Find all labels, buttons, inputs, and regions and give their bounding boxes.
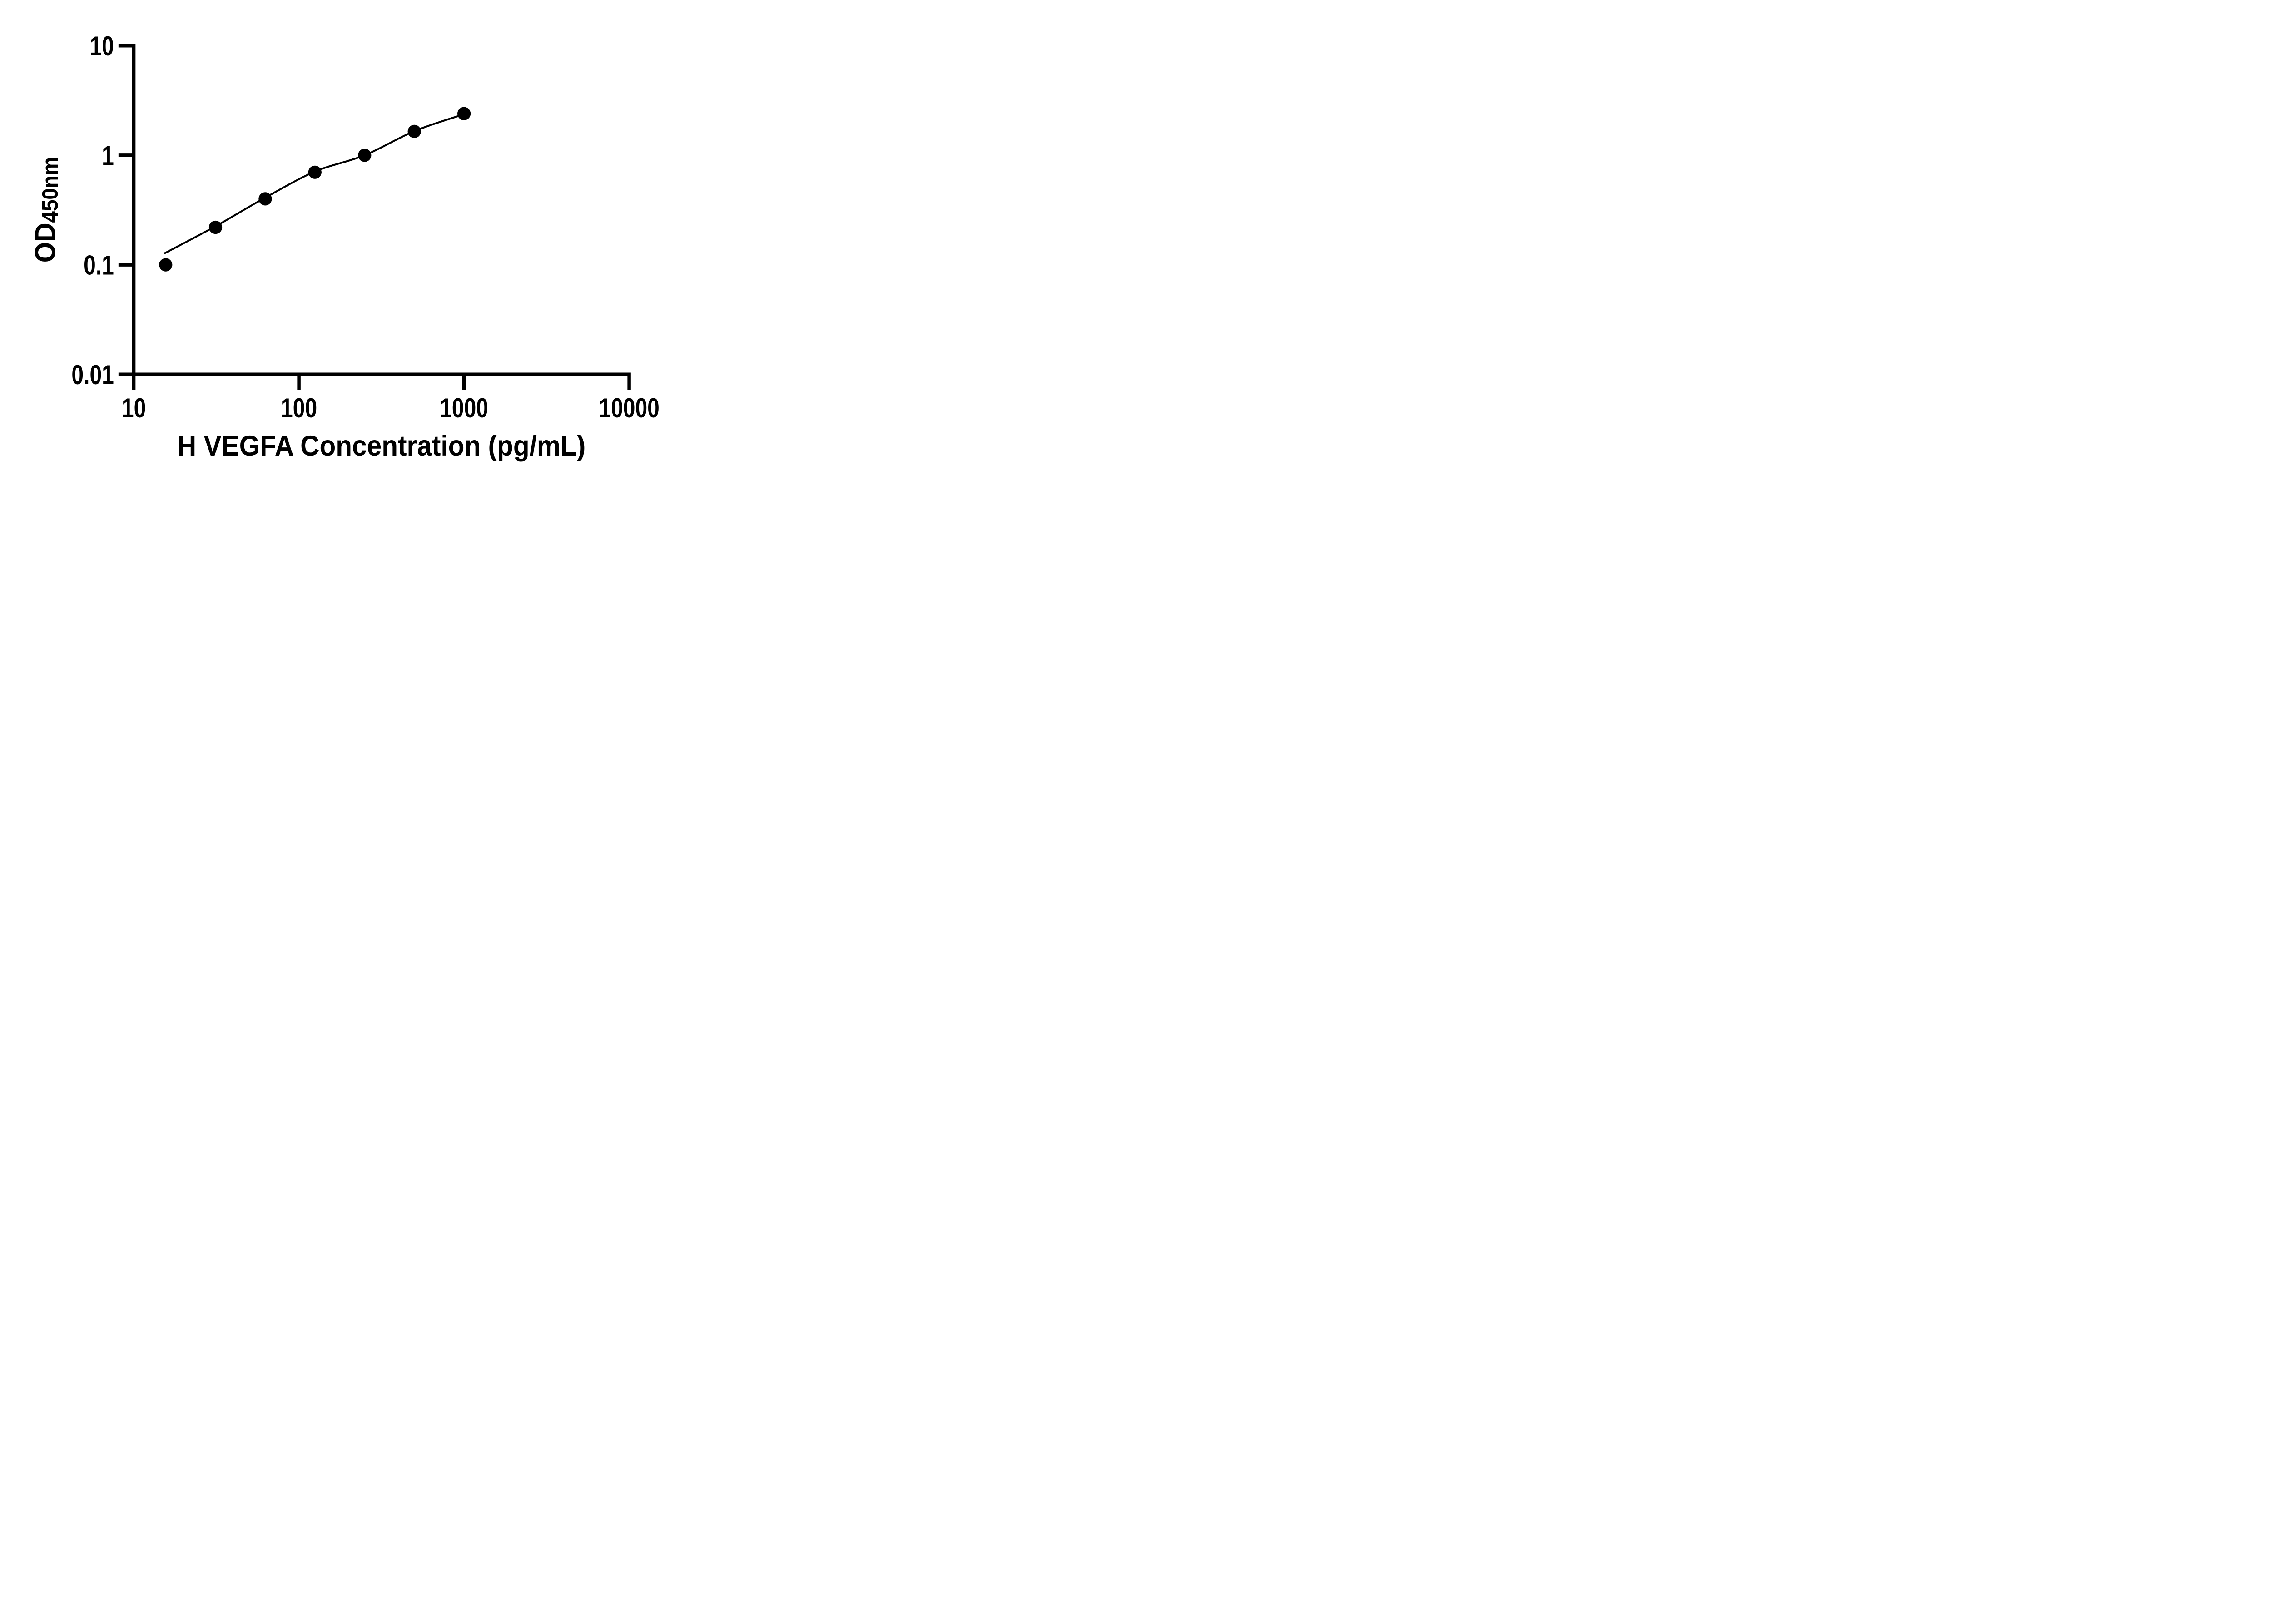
elisa-standard-curve-figure: 10 1 0.1 0.01 10 100 1000 10000 H VEGFA Concent… [0, 0, 702, 489]
od-label: OD [30, 223, 61, 263]
x-tick-label: 10 [122, 393, 146, 423]
y-tick-label: 1 [102, 140, 114, 171]
data-point [208, 220, 223, 234]
x-tick-label: 1000 [440, 393, 488, 423]
data-point [457, 107, 471, 120]
y-axis-title-text: OD450nm [29, 157, 63, 263]
data-point [308, 165, 322, 179]
od-subscript: 450nm [38, 157, 63, 223]
data-point [358, 149, 372, 162]
data-point [258, 192, 272, 206]
x-tick-label: 10000 [599, 393, 659, 423]
y-axis-title: OD450nm [29, 153, 63, 267]
plot-svg: 10 1 0.1 0.01 10 100 1000 10000 [71, 31, 659, 423]
y-tick-label: 0.01 [71, 360, 114, 390]
y-tick-label: 10 [89, 31, 114, 61]
x-tick-label: 100 [281, 393, 317, 423]
data-point [159, 258, 173, 272]
data-point [407, 124, 421, 138]
y-tick-label: 0.1 [84, 250, 114, 280]
x-axis-title: H VEGFA Concentration (pg/mL) [134, 430, 630, 462]
x-axis-title-text: H VEGFA Concentration (pg/mL) [177, 430, 586, 462]
